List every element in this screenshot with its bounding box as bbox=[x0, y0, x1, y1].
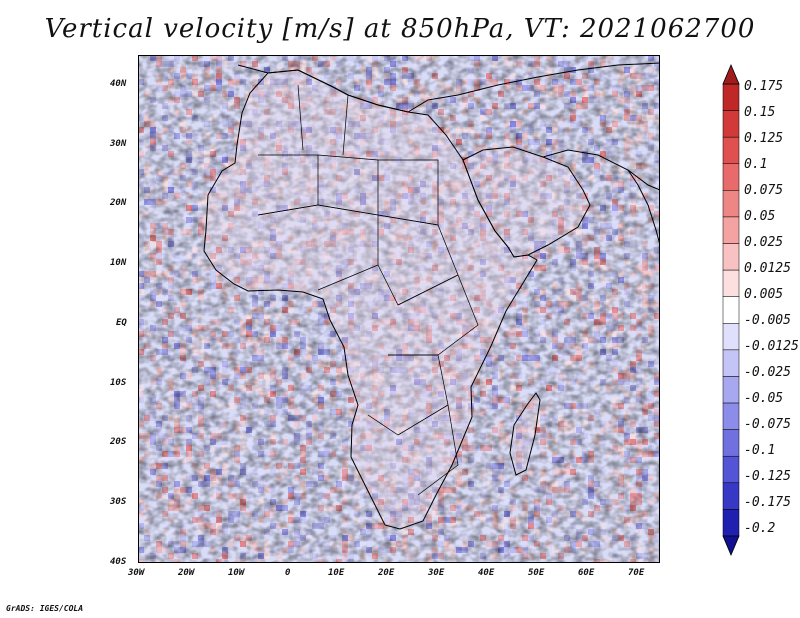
colorbar-bottom-arrow bbox=[722, 535, 740, 556]
colorbar-label: -0.025 bbox=[744, 365, 791, 380]
lon-label: 40E bbox=[478, 568, 495, 578]
colorbar-box bbox=[722, 349, 740, 377]
vertical-velocity-map bbox=[138, 55, 660, 563]
colorbar-label: -0.005 bbox=[744, 313, 791, 328]
colorbar-box bbox=[722, 402, 740, 430]
colorbar-box bbox=[722, 509, 740, 537]
colorbar-label: -0.125 bbox=[744, 469, 791, 484]
colorbar-label: -0.175 bbox=[744, 495, 791, 510]
colorbar-label: 0.05 bbox=[744, 209, 776, 224]
lon-label: 30W bbox=[128, 568, 145, 578]
colorbar-boxes bbox=[722, 83, 740, 537]
colorbar-box bbox=[722, 429, 740, 457]
colorbar-label: 0.175 bbox=[744, 79, 784, 94]
lon-label: 30E bbox=[428, 568, 445, 578]
colorbar-label: 0.075 bbox=[744, 183, 784, 198]
colorbar-label: -0.0125 bbox=[744, 339, 799, 354]
colorbar-label: -0.1 bbox=[744, 443, 776, 458]
colorbar-box bbox=[722, 163, 740, 191]
lon-label: 50E bbox=[528, 568, 545, 578]
colorbar-box bbox=[722, 323, 740, 351]
lon-label: 10E bbox=[328, 568, 345, 578]
lat-label: 30S bbox=[110, 497, 127, 507]
colorbar-box bbox=[722, 83, 740, 111]
lat-label: EQ bbox=[116, 318, 127, 328]
lon-label: 0 bbox=[285, 568, 291, 578]
persia-coastline bbox=[542, 149, 660, 191]
chart-title: Vertical velocity [m/s] at 850hPa, VT: 2… bbox=[44, 14, 756, 44]
colorbar-box bbox=[722, 216, 740, 244]
colorbar-label: -0.05 bbox=[744, 391, 784, 406]
lat-label: 30N bbox=[110, 139, 127, 149]
colorbar-label: -0.2 bbox=[744, 521, 776, 536]
colorbar-box bbox=[722, 482, 740, 510]
colorbar-box bbox=[722, 455, 740, 484]
colorbar-box bbox=[722, 376, 740, 404]
colorbar bbox=[722, 64, 740, 556]
lat-label: 10N bbox=[110, 258, 127, 268]
colorbar-box bbox=[722, 296, 740, 324]
country-borders bbox=[257, 84, 479, 496]
colorbar-label: 0.15 bbox=[744, 105, 776, 120]
colorbar-box bbox=[722, 190, 740, 218]
colorbar-box bbox=[722, 269, 740, 297]
arabian-peninsula-outline bbox=[462, 146, 591, 258]
grads-credit: GrADS: IGES/COLA bbox=[6, 604, 84, 613]
lat-label: 40N bbox=[110, 79, 127, 89]
lon-label: 10W bbox=[228, 568, 245, 578]
colorbar-label: 0.0125 bbox=[744, 261, 791, 276]
map-frame bbox=[138, 55, 660, 563]
colorbar-box bbox=[722, 136, 740, 165]
colorbar-box bbox=[722, 110, 740, 138]
madagascar-outline bbox=[509, 392, 541, 476]
lat-label: 20S bbox=[110, 437, 127, 447]
colorbar-label: 0.125 bbox=[744, 131, 784, 146]
lat-label: 10S bbox=[110, 378, 127, 388]
colorbar-label: 0.005 bbox=[744, 287, 784, 302]
lon-label: 20W bbox=[178, 568, 195, 578]
lon-label: 70E bbox=[628, 568, 645, 578]
europe-coastline bbox=[237, 62, 660, 113]
colorbar-label: 0.1 bbox=[744, 157, 768, 172]
colorbar-box bbox=[722, 243, 740, 271]
colorbar-top-arrow bbox=[722, 64, 740, 85]
colorbar-label: 0.025 bbox=[744, 235, 784, 250]
lat-label: 20N bbox=[110, 198, 127, 208]
lon-label: 60E bbox=[578, 568, 595, 578]
lat-label: 40S bbox=[110, 557, 127, 567]
india-coastline bbox=[627, 169, 660, 246]
lon-label: 20E bbox=[378, 568, 395, 578]
colorbar-label: -0.075 bbox=[744, 417, 791, 432]
